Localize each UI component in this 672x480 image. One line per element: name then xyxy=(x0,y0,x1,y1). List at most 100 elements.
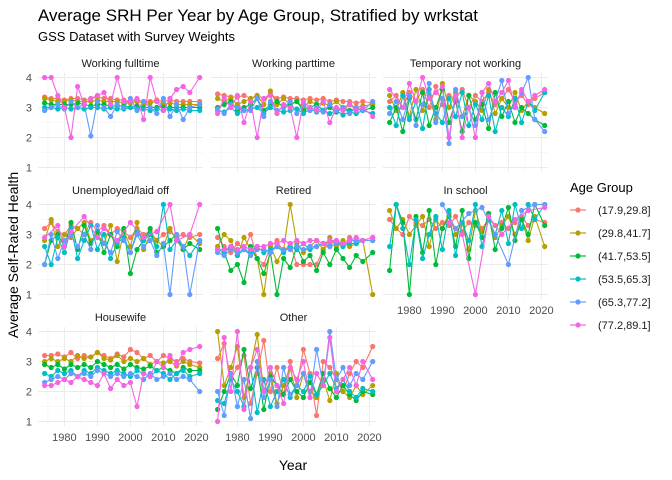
data-point xyxy=(466,219,472,226)
y-tick-label: 2 xyxy=(26,387,32,399)
data-point xyxy=(281,255,287,262)
data-point xyxy=(121,104,127,111)
data-point xyxy=(274,364,280,371)
data-point xyxy=(141,243,147,250)
x-tick-label: 2000 xyxy=(118,432,142,444)
data-point xyxy=(68,370,74,377)
data-point xyxy=(426,122,432,129)
data-point xyxy=(254,134,260,141)
data-point xyxy=(294,134,300,141)
data-point xyxy=(81,101,87,108)
data-point xyxy=(300,110,306,117)
data-point xyxy=(160,107,166,114)
data-point xyxy=(433,89,439,96)
data-point xyxy=(160,373,166,380)
data-point xyxy=(154,243,160,250)
data-point xyxy=(114,237,120,244)
data-point xyxy=(48,376,54,383)
data-point xyxy=(320,240,326,247)
data-point xyxy=(254,255,260,262)
data-point xyxy=(387,92,393,99)
data-point xyxy=(234,382,240,389)
data-point xyxy=(197,101,203,108)
data-point xyxy=(261,243,267,250)
data-point xyxy=(75,364,81,371)
data-point xyxy=(127,361,133,368)
data-point xyxy=(42,243,48,250)
data-point xyxy=(81,237,87,244)
data-point xyxy=(519,216,525,223)
data-point xyxy=(167,352,173,359)
data-point xyxy=(241,98,247,105)
data-point xyxy=(446,104,452,111)
data-point xyxy=(519,119,525,126)
data-point xyxy=(347,388,353,395)
data-point xyxy=(61,376,67,383)
data-point xyxy=(154,110,160,117)
data-point xyxy=(406,80,412,87)
data-point xyxy=(333,388,339,395)
data-point xyxy=(300,246,306,253)
data-point xyxy=(174,370,180,377)
y-tick-label: 3 xyxy=(26,230,32,242)
data-point xyxy=(479,89,485,96)
data-point xyxy=(108,357,114,363)
x-tick-label: 1990 xyxy=(430,305,454,317)
data-point xyxy=(154,228,160,235)
data-point xyxy=(406,116,412,123)
data-point xyxy=(287,364,293,371)
data-point xyxy=(167,376,173,383)
data-point xyxy=(505,204,511,211)
data-point xyxy=(221,252,227,259)
data-point xyxy=(486,92,492,99)
data-point xyxy=(241,243,247,250)
data-point xyxy=(327,261,333,268)
data-point xyxy=(446,219,452,226)
data-point xyxy=(261,261,267,268)
data-point xyxy=(42,100,48,106)
data-point xyxy=(197,237,203,244)
data-point xyxy=(154,252,160,259)
data-point xyxy=(472,219,478,226)
series-5 xyxy=(42,74,203,141)
data-point xyxy=(254,95,260,102)
data-point xyxy=(228,104,234,111)
data-point xyxy=(234,104,240,111)
data-point xyxy=(307,98,313,105)
data-point xyxy=(466,92,472,99)
x-tick-label: 2010 xyxy=(324,432,348,444)
data-point xyxy=(439,119,445,126)
data-point xyxy=(61,355,67,362)
data-point xyxy=(241,234,247,241)
data-point xyxy=(307,237,313,244)
data-point xyxy=(154,358,160,365)
data-point xyxy=(542,110,548,117)
data-point xyxy=(88,364,94,371)
data-point xyxy=(472,101,478,108)
series-5 xyxy=(215,328,376,425)
data-point xyxy=(420,125,426,132)
data-point xyxy=(486,125,492,132)
legend-item: (65.3,77.2] xyxy=(570,297,651,309)
data-point xyxy=(108,222,114,229)
data-point xyxy=(406,291,412,298)
series-5 xyxy=(215,234,376,253)
data-point xyxy=(300,258,306,265)
data-point xyxy=(525,237,531,244)
data-point xyxy=(81,361,87,368)
data-point xyxy=(300,370,306,377)
data-point xyxy=(228,243,234,250)
data-point xyxy=(453,231,459,238)
data-point xyxy=(492,246,498,253)
data-point xyxy=(387,216,393,223)
data-point xyxy=(174,101,180,108)
data-point xyxy=(492,128,498,135)
data-point xyxy=(499,207,505,214)
data-point xyxy=(114,74,120,81)
data-point xyxy=(160,240,166,247)
data-point xyxy=(134,246,140,253)
data-point xyxy=(360,385,366,392)
data-point xyxy=(333,104,339,111)
data-point xyxy=(94,367,100,374)
data-point xyxy=(167,291,173,298)
